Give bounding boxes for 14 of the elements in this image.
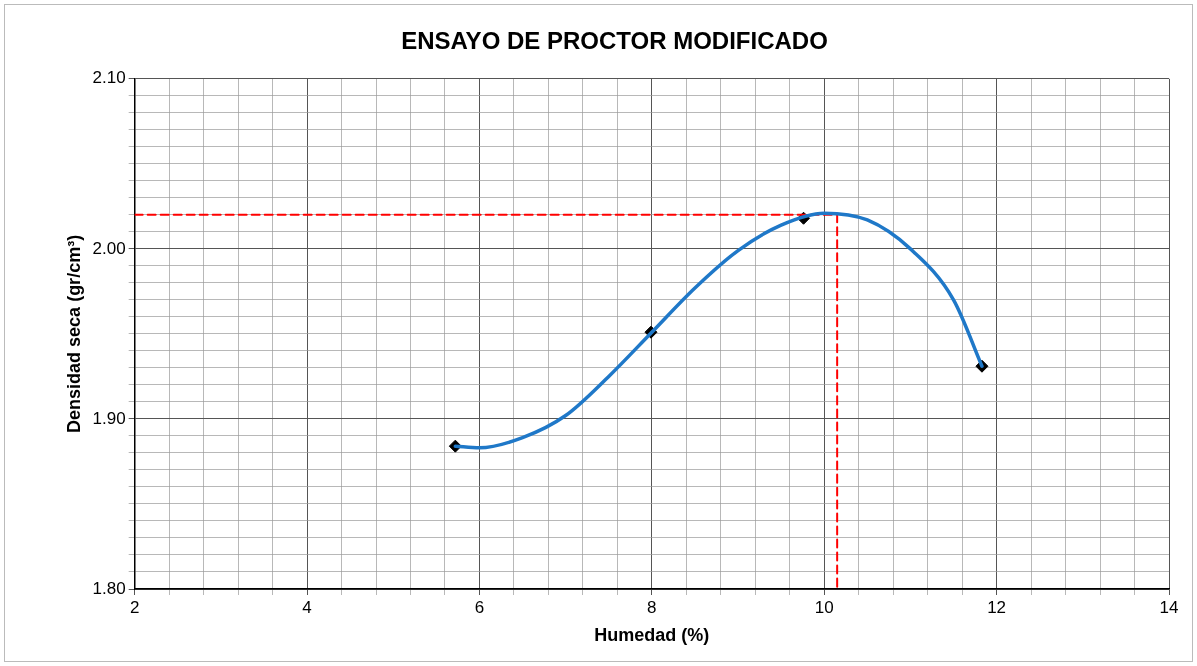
x-tick-label: 2 bbox=[129, 597, 140, 617]
y-tick-label: 1.90 bbox=[92, 408, 126, 428]
x-tick-label: 6 bbox=[474, 597, 485, 617]
y-tick-label: 2.00 bbox=[92, 238, 126, 258]
x-tick-label: 4 bbox=[302, 597, 312, 617]
x-axis-title: Humedad (%) bbox=[594, 625, 710, 646]
x-tick-label: 8 bbox=[647, 597, 657, 617]
x-tick-label: 14 bbox=[1159, 597, 1179, 617]
y-axis-title: Densidad seca (gr/cm³) bbox=[63, 234, 84, 433]
y-tick-label: 2.10 bbox=[92, 68, 126, 88]
chart-title: ENSAYO DE PROCTOR MODIFICADO bbox=[401, 27, 828, 55]
x-tick-label: 12 bbox=[987, 597, 1007, 617]
y-tick-label: 1.80 bbox=[92, 578, 126, 598]
x-tick-label: 10 bbox=[814, 597, 834, 617]
